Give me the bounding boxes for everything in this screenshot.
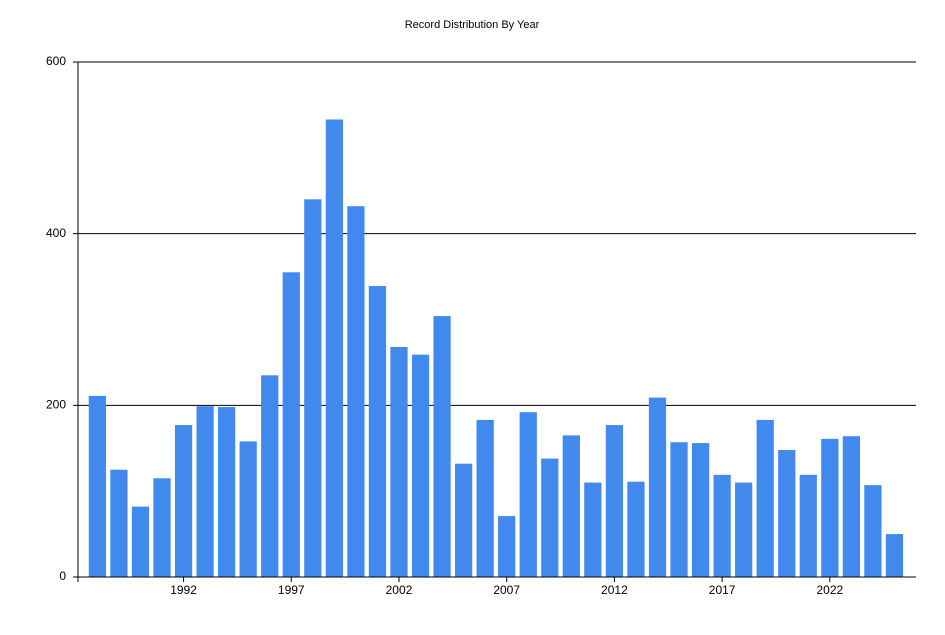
bar [519, 412, 537, 577]
x-tick-label: 2017 [709, 583, 736, 597]
bar [174, 425, 193, 577]
bar [304, 199, 322, 578]
bar [541, 458, 559, 577]
bar [864, 485, 882, 577]
bar [562, 435, 580, 577]
bar [110, 469, 128, 577]
x-tick-label: 2022 [816, 583, 843, 597]
bar [778, 449, 796, 577]
bar [584, 482, 602, 577]
bar [885, 534, 904, 577]
bar [347, 206, 365, 577]
bar [433, 316, 451, 577]
y-tick-label: 200 [46, 398, 66, 412]
x-tick-label: 1997 [278, 583, 305, 597]
bar [131, 506, 150, 577]
bar [648, 397, 667, 577]
bar [325, 119, 343, 577]
bar [670, 442, 688, 577]
y-tick-label: 0 [59, 569, 66, 583]
y-tick-label: 600 [46, 54, 66, 68]
bar [735, 482, 753, 577]
bar [605, 425, 624, 577]
bar [476, 419, 494, 577]
bar [239, 441, 257, 577]
x-tick-label: 2007 [493, 583, 520, 597]
bar [498, 516, 516, 577]
bar [756, 419, 774, 577]
bar [691, 443, 710, 577]
bar [88, 395, 107, 577]
bar [153, 478, 171, 577]
bar [282, 272, 300, 577]
bar [842, 436, 860, 577]
bar [799, 474, 817, 577]
bar [454, 463, 473, 577]
bar [627, 481, 645, 577]
y-tick-label: 400 [46, 226, 66, 240]
bar [368, 286, 387, 577]
bar [411, 354, 430, 577]
x-tick-label: 2002 [386, 583, 413, 597]
chart-title: Record Distribution By Year [405, 19, 540, 31]
x-tick-label: 2012 [601, 583, 628, 597]
bar [821, 438, 839, 577]
bar [261, 375, 279, 577]
x-tick-label: 1992 [170, 583, 197, 597]
bar [196, 406, 214, 577]
bar [713, 474, 731, 577]
bar [390, 346, 408, 577]
bar [218, 407, 236, 577]
